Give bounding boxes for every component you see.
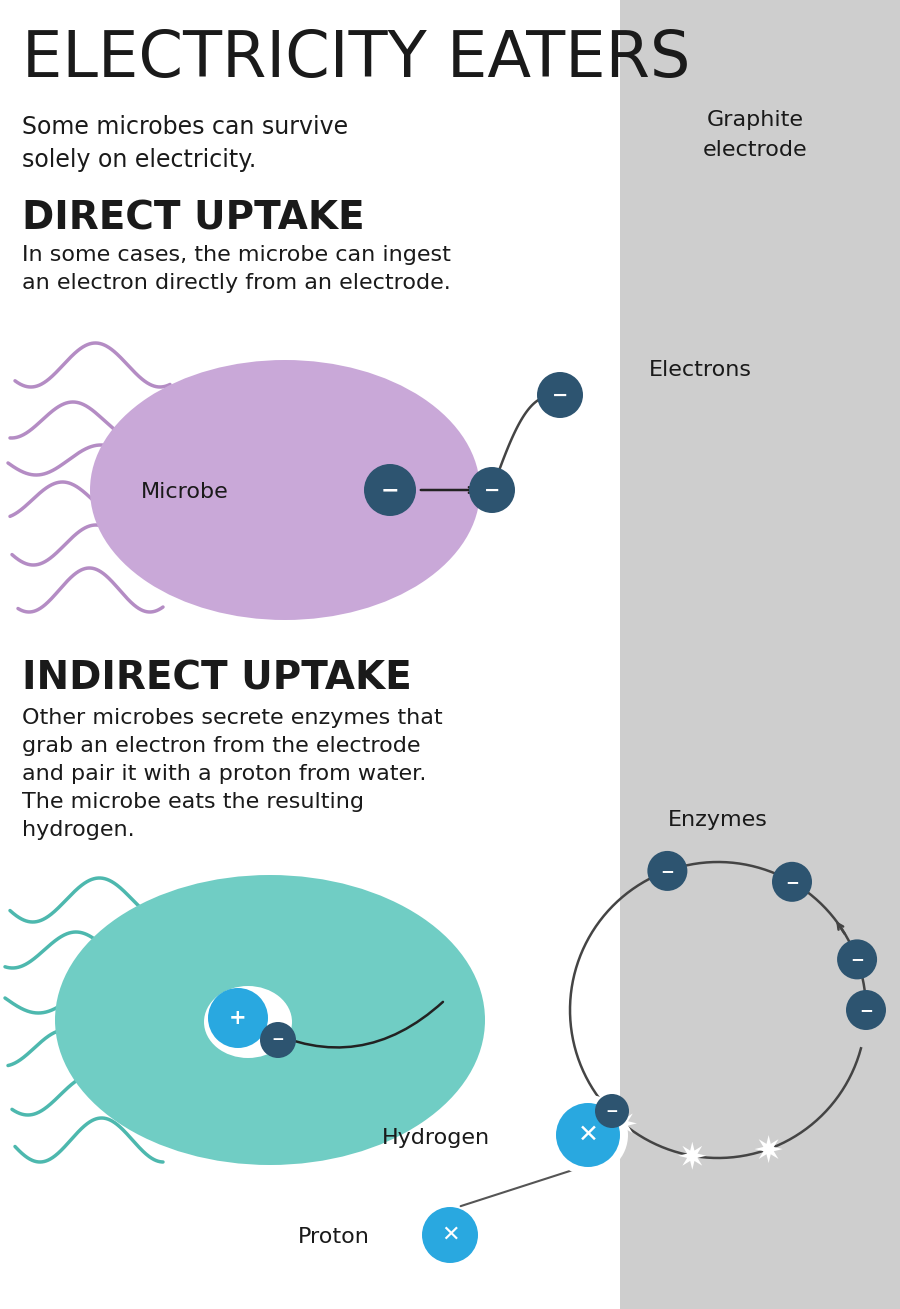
Text: −: − — [484, 480, 500, 500]
Ellipse shape — [90, 360, 480, 620]
Text: Some microbes can survive
solely on electricity.: Some microbes can survive solely on elec… — [22, 115, 348, 173]
Circle shape — [548, 1096, 628, 1175]
Bar — [620, 0, 900, 1309]
Text: +: + — [230, 1008, 247, 1028]
Circle shape — [364, 463, 416, 516]
Text: −: − — [785, 873, 799, 891]
Ellipse shape — [55, 874, 485, 1165]
Polygon shape — [679, 1141, 706, 1170]
Text: −: − — [552, 385, 568, 404]
Circle shape — [260, 1022, 296, 1058]
Text: In some cases, the microbe can ingest
an electron directly from an electrode.: In some cases, the microbe can ingest an… — [22, 245, 451, 293]
Circle shape — [469, 467, 515, 513]
Text: Enzymes: Enzymes — [668, 810, 768, 830]
Text: Proton: Proton — [298, 1227, 370, 1247]
Circle shape — [772, 861, 812, 902]
Text: −: − — [850, 950, 864, 969]
Text: Microbe: Microbe — [141, 482, 229, 501]
Text: −: − — [860, 1001, 873, 1018]
Circle shape — [556, 1103, 620, 1168]
Text: ELECTRICITY EATERS: ELECTRICITY EATERS — [22, 27, 690, 90]
Polygon shape — [609, 1109, 637, 1138]
Text: INDIRECT UPTAKE: INDIRECT UPTAKE — [22, 660, 412, 698]
Text: −: − — [661, 861, 674, 880]
Text: −: − — [381, 480, 400, 500]
Text: Electrons: Electrons — [649, 360, 752, 380]
Polygon shape — [754, 1135, 783, 1164]
Text: Graphite
electrode: Graphite electrode — [703, 110, 807, 160]
Circle shape — [595, 1094, 629, 1128]
Text: Other microbes secrete enzymes that
grab an electron from the electrode
and pair: Other microbes secrete enzymes that grab… — [22, 708, 443, 840]
Text: −: − — [272, 1033, 284, 1047]
Circle shape — [422, 1207, 478, 1263]
Text: ✕: ✕ — [578, 1123, 599, 1147]
Text: −: − — [606, 1103, 618, 1118]
Circle shape — [846, 990, 886, 1030]
Circle shape — [208, 988, 268, 1049]
Circle shape — [837, 940, 877, 979]
Text: Hydrogen: Hydrogen — [382, 1128, 490, 1148]
Circle shape — [537, 372, 583, 418]
Circle shape — [647, 851, 688, 891]
Ellipse shape — [204, 986, 292, 1058]
Text: ✕: ✕ — [441, 1225, 459, 1245]
Text: DIRECT UPTAKE: DIRECT UPTAKE — [22, 200, 364, 238]
